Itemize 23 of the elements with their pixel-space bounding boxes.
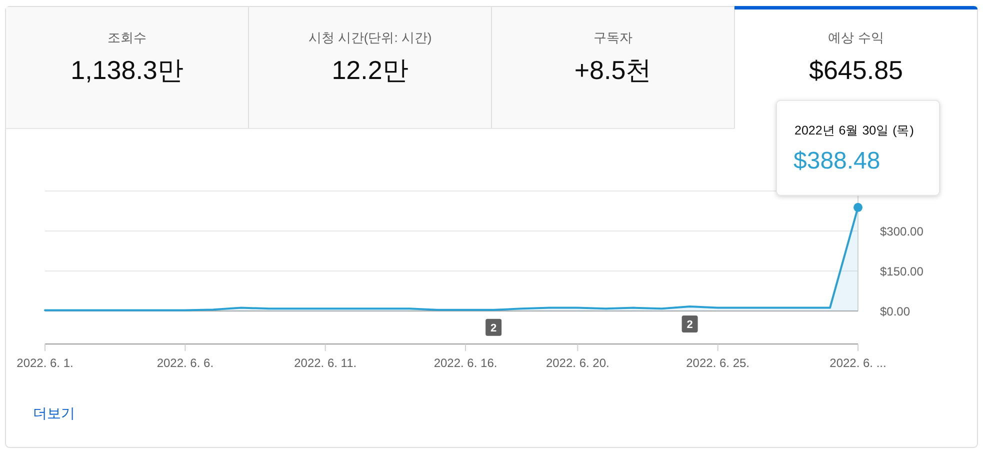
text: 2022년 6월 30일 (목)	[794, 123, 914, 138]
x-tick-label: 2022. 6. 20.	[546, 356, 610, 370]
y-tick-label: $0.00	[880, 304, 910, 318]
y-tick-label: $150.00	[880, 264, 924, 278]
text: 구독자	[594, 30, 632, 45]
x-tick-label: 2022. 6. 16.	[434, 356, 498, 370]
x-tick-label: 2022. 6. 25.	[686, 356, 750, 370]
text: 1,138.3만	[70, 55, 184, 85]
text: 조회수	[108, 30, 146, 45]
x-tick-label: 2022. 6. 6.	[156, 356, 214, 370]
text: 예상 수익	[828, 30, 884, 45]
text: 12.2만	[332, 55, 408, 85]
text: +8.5천	[574, 55, 652, 85]
text: 더보기	[33, 405, 75, 421]
y-tick-label: $300.00	[880, 224, 924, 238]
x-tick-label: 2022. 6. 11.	[294, 356, 357, 370]
x-tick-label: 2022. 6. 1.	[16, 356, 74, 370]
annotation: 2	[490, 322, 497, 334]
x-tick-label: 2022. 6. ...	[830, 356, 886, 370]
annotation: 2	[686, 318, 693, 331]
text: $645.85	[809, 55, 903, 85]
text: 시청 시간(단위: 시간)	[308, 30, 432, 45]
annotation: $388.48	[794, 147, 880, 174]
